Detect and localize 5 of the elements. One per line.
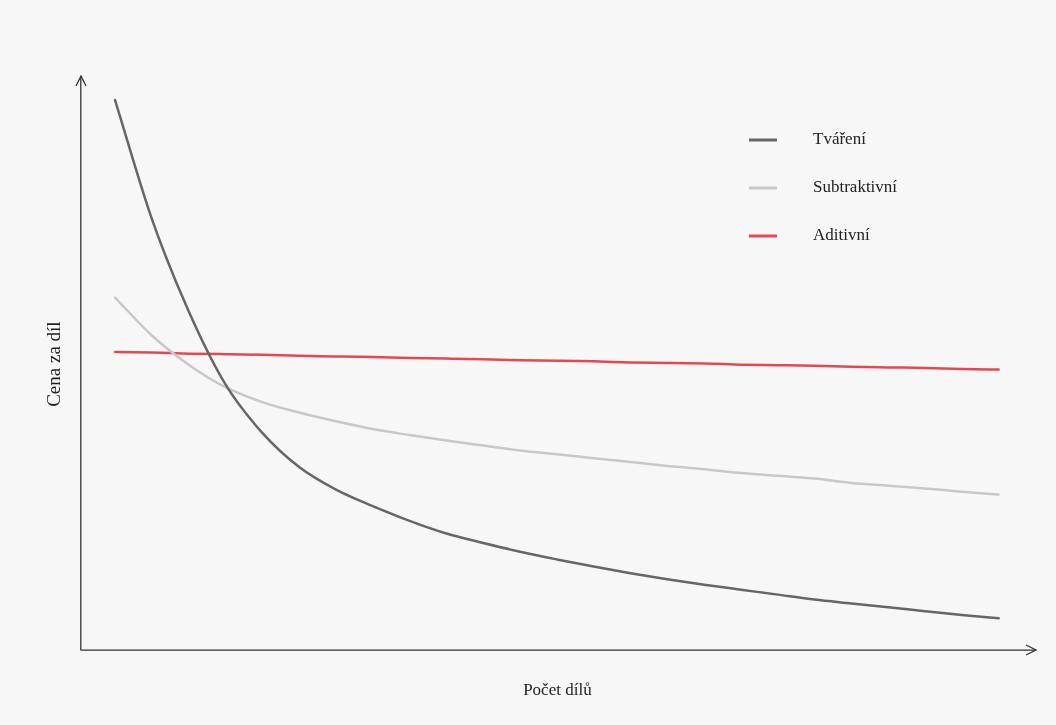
legend-label: Subtraktivní — [813, 177, 898, 197]
x-axis-title: Počet dílů — [523, 680, 593, 700]
legend-label: Tváření — [813, 129, 867, 149]
y-axis-title: Cena za díl — [43, 321, 65, 407]
legend-label: Aditivní — [813, 225, 870, 245]
